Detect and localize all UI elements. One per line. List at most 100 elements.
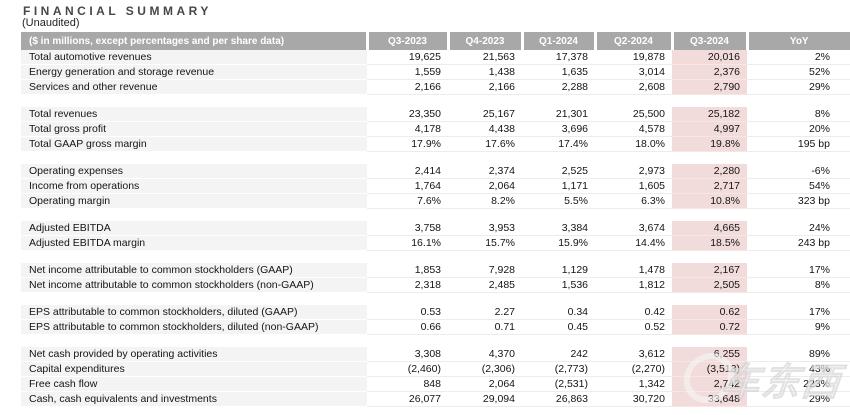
- quarter-value: 0.53: [367, 305, 448, 320]
- table-row: Total automotive revenues 19,625 21,563 17,…: [21, 50, 850, 65]
- q3-2024-value: 6,255: [672, 347, 747, 362]
- q3-2024-value: 2,742: [672, 376, 747, 392]
- table-row: Total GAAP gross margin 17.9% 17.6% 17.4% 18…: [21, 136, 850, 152]
- row-label: Income from operations: [21, 178, 367, 194]
- row-label: Energy generation and storage revenue: [21, 64, 367, 80]
- quarter-value: 2,414: [367, 164, 448, 179]
- row-label: Operating margin: [21, 193, 367, 209]
- yoy-value: 8%: [747, 107, 850, 122]
- row-label: Net income attributable to common stockh…: [21, 277, 367, 293]
- quarter-value: 5.5%: [522, 193, 595, 209]
- quarter-value: 0.42: [595, 305, 672, 320]
- yoy-value: 195 bp: [747, 136, 850, 152]
- quarter-value: (2,531): [522, 376, 595, 392]
- quarter-value: 2,288: [522, 79, 595, 95]
- quarter-value: 0.66: [367, 319, 448, 335]
- quarter-value: 2.27: [448, 305, 522, 320]
- quarter-value: 7,928: [448, 263, 522, 278]
- q3-2024-value: 20,016: [672, 50, 747, 65]
- quarter-value: 29,094: [448, 391, 522, 407]
- yoy-value: 9%: [747, 319, 850, 335]
- quarter-value: 25,500: [595, 107, 672, 122]
- table-row: Total gross profit 4,178 4,438 3,696 4,578 4,…: [21, 121, 850, 137]
- quarter-value: 7.6%: [367, 193, 448, 209]
- quarter-value: 1,171: [522, 178, 595, 194]
- quarter-value: 4,438: [448, 121, 522, 137]
- table-row: Operating expenses 2,414 2,374 2,525 2,973 2,…: [21, 164, 850, 179]
- quarter-value: 8.2%: [448, 193, 522, 209]
- quarter-value: 18.0%: [595, 136, 672, 152]
- quarter-value: (2,306): [448, 361, 522, 377]
- yoy-value: 17%: [747, 263, 850, 278]
- row-label: Operating expenses: [21, 164, 367, 179]
- q3-2024-value: 10.8%: [672, 193, 747, 209]
- row-label: Total gross profit: [21, 121, 367, 137]
- quarter-value: 21,301: [522, 107, 595, 122]
- quarter-value: 15.9%: [522, 235, 595, 251]
- quarter-value: 19,625: [367, 50, 448, 65]
- quarter-value: 17,378: [522, 50, 595, 65]
- yoy-value: 43%: [747, 361, 850, 377]
- table-row: Total revenues 23,350 25,167 21,301 25,500 25…: [21, 107, 850, 122]
- q3-2024-value: 2,167: [672, 263, 747, 278]
- quarter-value: 30,720: [595, 391, 672, 407]
- quarter-value: 15.7%: [448, 235, 522, 251]
- quarter-value: 6.3%: [595, 193, 672, 209]
- q3-2024-value: 2,717: [672, 178, 747, 194]
- quarter-value: 848: [367, 376, 448, 392]
- section-gap-row: [21, 292, 850, 305]
- quarter-value: (2,270): [595, 361, 672, 377]
- q3-2024-value: (3,513): [672, 361, 747, 377]
- quarter-value: 2,166: [448, 79, 522, 95]
- yoy-value: 243 bp: [747, 235, 850, 251]
- quarter-value: 17.6%: [448, 136, 522, 152]
- quarter-value: 3,758: [367, 221, 448, 236]
- quarter-value: 3,014: [595, 64, 672, 80]
- quarter-value: 2,485: [448, 277, 522, 293]
- yoy-value: 24%: [747, 221, 850, 236]
- quarter-value: 23,350: [367, 107, 448, 122]
- table-row: Operating margin 7.6% 8.2% 5.5% 6.3% 10.8% 323…: [21, 193, 850, 209]
- quarter-value: 1,342: [595, 376, 672, 392]
- row-label: Total GAAP gross margin: [21, 136, 367, 152]
- quarter-value: 3,953: [448, 221, 522, 236]
- section-gap-row: [21, 334, 850, 347]
- quarter-value: 3,696: [522, 121, 595, 137]
- quarter-value: 26,077: [367, 391, 448, 407]
- section-gap-row: [21, 94, 850, 107]
- section-gap: [21, 250, 850, 263]
- column-header-q2-2024: Q2-2024: [593, 32, 672, 50]
- quarter-value: 0.45: [522, 319, 595, 335]
- row-label: EPS attributable to common stockholders,…: [21, 319, 367, 335]
- yoy-value: 54%: [747, 178, 850, 194]
- quarter-value: 1,635: [522, 64, 595, 80]
- column-header-q3-2024: Q3-2024: [670, 32, 747, 50]
- yoy-value: 29%: [747, 79, 850, 95]
- q3-2024-value: 33,648: [672, 391, 747, 407]
- row-label: Services and other revenue: [21, 79, 367, 95]
- quarter-value: (2,460): [367, 361, 448, 377]
- quarter-value: 2,064: [448, 178, 522, 194]
- quarter-value: 25,167: [448, 107, 522, 122]
- row-label: Net cash provided by operating activitie…: [21, 347, 367, 362]
- table-row: Services and other revenue 2,166 2,166 2,28…: [21, 79, 850, 95]
- column-header-yoy: YoY: [745, 32, 850, 50]
- table-row: Net income attributable to common stockh…: [21, 277, 850, 293]
- financial-summary-table: ($ in millions, except percentages and p…: [21, 32, 850, 407]
- section-gap: [21, 151, 850, 164]
- quarter-value: 4,370: [448, 347, 522, 362]
- quarter-value: 3,674: [595, 221, 672, 236]
- table-row: EPS attributable to common stockholders,…: [21, 319, 850, 335]
- yoy-value: -6%: [747, 164, 850, 179]
- column-header-q1-2024: Q1-2024: [520, 32, 595, 50]
- yoy-value: 323 bp: [747, 193, 850, 209]
- section-gap: [21, 292, 850, 305]
- table-row: Free cash flow 848 2,064 (2,531) 1,342 2,742 2…: [21, 376, 850, 392]
- quarter-value: 2,525: [522, 164, 595, 179]
- table-header-row: ($ in millions, except percentages and p…: [21, 32, 850, 50]
- row-label: Total automotive revenues: [21, 50, 367, 65]
- quarter-value: 2,064: [448, 376, 522, 392]
- yoy-value: 223%: [747, 376, 850, 392]
- row-label: Free cash flow: [21, 376, 367, 392]
- quarter-value: 2,608: [595, 79, 672, 95]
